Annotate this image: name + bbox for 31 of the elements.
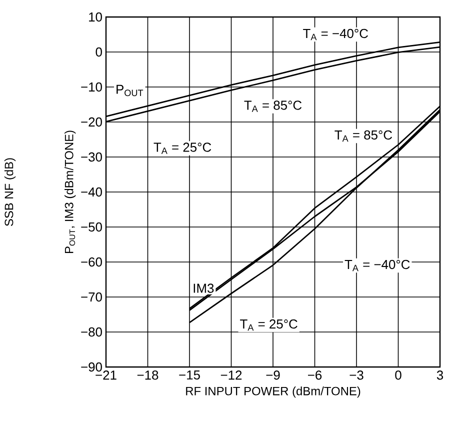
- x-tick-label: 3: [436, 370, 444, 380]
- annotation: IM3: [194, 284, 214, 293]
- y-tick-label: −20: [81, 117, 102, 127]
- x-tick-label: −9: [266, 370, 280, 380]
- x-tick-label: −21: [96, 370, 116, 380]
- x-tick-label: −12: [220, 370, 242, 380]
- x-tick-label: −15: [179, 370, 200, 380]
- y-tick-label: −70: [81, 292, 102, 302]
- annotation: P$_{OUT}$: [116, 84, 144, 96]
- y-tick-label: −80: [81, 327, 102, 337]
- annotation: T$_{A}$ = 25°C: [240, 319, 298, 331]
- x-tick-label: −6: [308, 370, 322, 380]
- y-axis-title: P$_{OUT}$, IM3 (dBm/TONE): [64, 130, 76, 254]
- annotation: T$_{A}$ = −40°C: [344, 260, 410, 272]
- x-tick-label: −18: [137, 370, 158, 380]
- annotation: T$_{A}$ = 85°C: [334, 130, 392, 142]
- annotation: T$_{A}$ = −40°C: [303, 28, 368, 40]
- y-tick-label: 0: [96, 47, 102, 57]
- text: SSB NF (dB): [4, 158, 16, 226]
- y-tick-label: −40: [81, 187, 102, 197]
- y-tick-label: −50: [81, 222, 102, 232]
- y-tick-label: −90: [81, 362, 102, 372]
- y-tick-label: −30: [81, 152, 102, 162]
- y-tick-label: 10: [89, 12, 102, 22]
- y-tick-label: −10: [81, 82, 102, 92]
- y-tick-label: −60: [81, 257, 102, 267]
- annotation: T$_{A}$ = 25°C: [154, 142, 212, 154]
- x-tick-label: −3: [350, 370, 364, 380]
- x-axis-title: RF INPUT POWER (dBm/TONE): [186, 386, 360, 398]
- x-tick-label: 0: [395, 370, 402, 380]
- annotation: T$_{A}$ = 85°C: [244, 100, 302, 112]
